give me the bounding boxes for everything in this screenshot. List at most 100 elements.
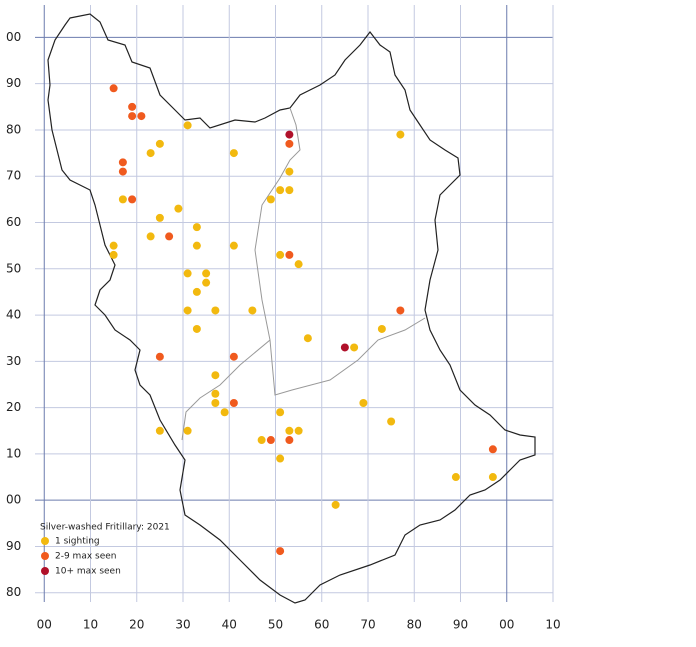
sighting-dot bbox=[183, 306, 192, 315]
sighting-dot bbox=[396, 130, 405, 139]
sighting-dot bbox=[266, 195, 275, 204]
sighting-dot bbox=[285, 139, 294, 148]
sighting-dot bbox=[183, 426, 192, 435]
county-outline bbox=[47, 13, 536, 604]
sighting-dot bbox=[331, 500, 340, 509]
sighting-dot bbox=[183, 269, 192, 278]
sighting-dot bbox=[229, 149, 238, 158]
y-tick-label: 10 bbox=[6, 446, 21, 460]
y-tick-label: 80 bbox=[6, 585, 21, 599]
sighting-dot bbox=[285, 167, 294, 176]
legend-marker bbox=[41, 567, 49, 575]
sighting-dot bbox=[155, 213, 164, 222]
sighting-dot bbox=[340, 343, 349, 352]
legend-marker bbox=[41, 552, 49, 560]
sighting-dot bbox=[276, 186, 285, 195]
sighting-dot bbox=[285, 186, 294, 195]
sighting-dot bbox=[377, 324, 386, 333]
x-tick-label: 30 bbox=[175, 618, 190, 632]
sighting-dot bbox=[257, 436, 266, 445]
legend: 1 sighting 2-9 max seen 10+ max seen bbox=[41, 537, 121, 577]
sighting-dot bbox=[109, 84, 118, 93]
sighting-dot bbox=[202, 278, 211, 287]
y-tick-label: 30 bbox=[6, 354, 21, 368]
sighting-dot bbox=[276, 547, 285, 556]
x-tick-label: 00 bbox=[499, 618, 514, 632]
sighting-dot bbox=[294, 260, 303, 269]
x-tick-label: 40 bbox=[222, 618, 237, 632]
sighting-dot bbox=[109, 250, 118, 259]
sighting-dot bbox=[211, 399, 220, 407]
sighting-dot bbox=[146, 232, 155, 241]
sighting-dot bbox=[155, 352, 164, 361]
x-tick-label: 10 bbox=[83, 618, 98, 632]
sighting-dot bbox=[451, 473, 460, 482]
x-tick-label: 10 bbox=[545, 618, 560, 632]
sighting-dot bbox=[192, 241, 201, 250]
sighting-dot bbox=[387, 417, 396, 426]
sighting-dot bbox=[396, 306, 405, 315]
sighting-dot bbox=[276, 250, 285, 259]
y-tick-label: 70 bbox=[6, 169, 21, 183]
x-tick-label: 60 bbox=[314, 618, 329, 632]
sighting-dot bbox=[146, 149, 155, 158]
x-tick-label: 90 bbox=[453, 618, 468, 632]
y-tick-label: 40 bbox=[6, 308, 21, 322]
sighting-dot bbox=[192, 287, 201, 296]
sighting-dot bbox=[183, 121, 192, 130]
marks bbox=[109, 84, 497, 556]
sighting-dot bbox=[303, 334, 312, 343]
x-tick-label: 80 bbox=[407, 618, 422, 632]
sighting-dot bbox=[488, 473, 497, 482]
sighting-dot bbox=[211, 389, 220, 398]
sighting-dot bbox=[155, 426, 164, 435]
sighting-dot bbox=[109, 241, 118, 250]
x-tick-label: 70 bbox=[360, 618, 375, 632]
sighting-dot bbox=[294, 426, 303, 435]
district-boundary bbox=[181, 107, 426, 441]
y-tick-label: 80 bbox=[6, 122, 21, 136]
sighting-dot bbox=[165, 232, 174, 241]
sighting-dot bbox=[211, 371, 220, 380]
sighting-dot bbox=[202, 269, 211, 278]
sighting-dot bbox=[350, 343, 359, 352]
sighting-dot bbox=[229, 399, 238, 407]
sighting-dot bbox=[266, 436, 275, 445]
y-tick-label: 60 bbox=[6, 215, 21, 229]
x-tick-label: 50 bbox=[268, 618, 283, 632]
sighting-dot bbox=[276, 408, 285, 417]
sighting-dot bbox=[220, 408, 229, 417]
y-tick-label: 50 bbox=[6, 261, 21, 275]
legend-title: Silver-washed Fritillary: 2021 bbox=[40, 523, 170, 533]
sighting-dot bbox=[118, 158, 127, 167]
legend-label: 2-9 max seen bbox=[55, 552, 117, 562]
y-tick-label: 20 bbox=[6, 400, 21, 414]
sighting-dot bbox=[118, 167, 127, 176]
sighting-dot bbox=[137, 112, 146, 121]
sighting-dot bbox=[285, 436, 294, 445]
legend-label: 10+ max seen bbox=[55, 567, 121, 577]
sighting-dot bbox=[155, 139, 164, 148]
y-tick-label: 00 bbox=[6, 493, 21, 507]
grid bbox=[35, 5, 554, 602]
sighting-dot bbox=[128, 195, 137, 204]
sighting-dot bbox=[285, 426, 294, 435]
sighting-dot bbox=[276, 454, 285, 463]
y-tick-label: 90 bbox=[6, 539, 21, 553]
sighting-dot bbox=[192, 324, 201, 333]
sighting-dot bbox=[192, 223, 201, 232]
x-tick-label: 20 bbox=[129, 618, 144, 632]
sighting-dot bbox=[211, 306, 220, 315]
sighting-dot bbox=[359, 399, 368, 407]
sighting-dot bbox=[229, 352, 238, 361]
sighting-dot bbox=[128, 112, 137, 121]
legend-marker bbox=[41, 537, 49, 545]
sighting-dot bbox=[174, 204, 183, 213]
sighting-dot bbox=[285, 250, 294, 259]
sighting-dot bbox=[229, 241, 238, 250]
y-tick-label: 00 bbox=[6, 30, 21, 44]
sighting-dot bbox=[128, 102, 137, 111]
sighting-dot bbox=[488, 445, 497, 454]
legend-label: 1 sighting bbox=[55, 537, 100, 547]
